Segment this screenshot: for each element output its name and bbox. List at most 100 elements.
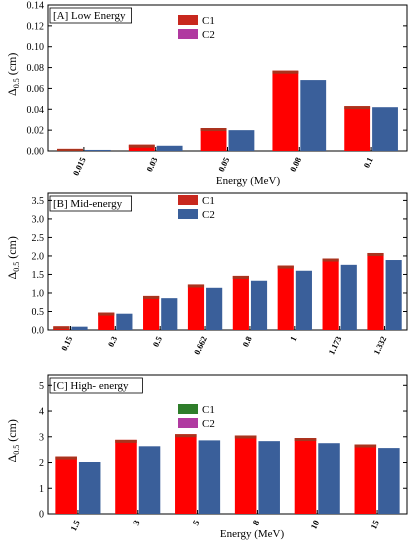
bar-cap-c1 bbox=[232, 275, 249, 279]
y-axis-label-symbol: Δ bbox=[5, 272, 19, 280]
bar-c2 bbox=[258, 441, 280, 514]
bar-c1 bbox=[115, 439, 137, 514]
y-tick-label: 0.06 bbox=[27, 84, 45, 95]
x-tick-label: 0.03 bbox=[144, 156, 159, 174]
plot-frame bbox=[47, 192, 408, 331]
bar-c2 bbox=[340, 264, 357, 330]
legend-swatch-c2 bbox=[178, 209, 198, 219]
y-axis-label-symbol: Δ bbox=[5, 88, 19, 96]
x-tick-label: 0.662 bbox=[192, 335, 209, 357]
bar-cap-c1 bbox=[187, 284, 205, 288]
x-tick-label: 0.1 bbox=[361, 156, 375, 170]
bar-c1 bbox=[143, 295, 160, 330]
x-axis-label: Energy (MeV) bbox=[216, 175, 281, 187]
bar-cap-c1 bbox=[200, 128, 227, 132]
x-tick-label: 15 bbox=[368, 519, 381, 531]
legend-label-c2: C2 bbox=[202, 418, 215, 430]
bar-cap-c1 bbox=[367, 252, 384, 256]
y-tick-label: 0.00 bbox=[27, 147, 45, 158]
bar-c1 bbox=[55, 456, 77, 514]
y-tick-label: 4 bbox=[39, 407, 44, 418]
panel-label: [C] High- energy bbox=[53, 380, 129, 392]
x-tick-label: 0.5 bbox=[150, 335, 164, 349]
bar-c2 bbox=[161, 298, 178, 330]
panel-label-box bbox=[49, 195, 132, 212]
bar-c2 bbox=[372, 107, 398, 151]
bar-c1 bbox=[232, 275, 249, 330]
bar-cap-c1 bbox=[175, 434, 197, 438]
bar-cap-c1 bbox=[354, 444, 377, 448]
bar-c2 bbox=[228, 130, 255, 151]
bar-c2 bbox=[138, 446, 161, 514]
x-tick-label: 8 bbox=[250, 519, 261, 527]
y-axis-label: Δ0.5 (cm) bbox=[5, 53, 21, 96]
x-tick-label: 0.08 bbox=[288, 156, 303, 174]
y-tick-label: 3.0 bbox=[32, 214, 45, 225]
x-tick-label: 0.015 bbox=[71, 156, 88, 178]
panel-label-box bbox=[49, 377, 143, 394]
x-tick-label: 0.15 bbox=[59, 335, 74, 353]
y-tick-label: 5 bbox=[39, 381, 44, 392]
x-tick-label: 3 bbox=[131, 519, 142, 527]
bar-cap-c1 bbox=[55, 456, 77, 460]
bar-c1 bbox=[344, 106, 371, 151]
bar-c1 bbox=[277, 265, 294, 330]
bar-c2 bbox=[206, 287, 223, 330]
chart-panel-2: 0.0 0.5 1.0 1.5 2.0 2.5 3.0 3.5 0.15 0.3 0.5 0.662 0… bbox=[5, 192, 408, 375]
legend-swatch-c1 bbox=[178, 195, 198, 205]
bar-cap-c1 bbox=[344, 106, 371, 110]
bar-c2 bbox=[378, 448, 400, 514]
x-tick-label: 0.05 bbox=[216, 156, 231, 174]
y-axis-label-subscript: 0.5 bbox=[12, 445, 21, 455]
y-tick-label: 0.10 bbox=[27, 42, 45, 53]
bar-cap-c1 bbox=[53, 326, 70, 330]
legend-swatch-c1 bbox=[178, 404, 198, 414]
x-tick-label: 1.332 bbox=[371, 335, 388, 357]
bar-c2 bbox=[116, 313, 133, 330]
x-tick-label: 0.3 bbox=[106, 335, 120, 349]
bar-cap-c1 bbox=[234, 435, 257, 439]
bar-c1 bbox=[175, 434, 197, 514]
bar-c1 bbox=[367, 252, 384, 330]
bar-c1 bbox=[294, 438, 317, 514]
x-tick-label: 0.8 bbox=[240, 335, 254, 349]
panel-label: [A] Low Energy bbox=[53, 10, 126, 22]
y-tick-label: 0.04 bbox=[27, 105, 45, 116]
bar-c2 bbox=[250, 280, 268, 330]
bar-cap-c1 bbox=[294, 438, 317, 442]
bar-cap-c1 bbox=[128, 144, 155, 148]
x-tick-label: 1.173 bbox=[326, 335, 343, 357]
legend-swatch-c2 bbox=[178, 29, 198, 39]
legend-swatch-c1 bbox=[178, 15, 198, 25]
y-tick-label: 1.5 bbox=[32, 270, 45, 281]
y-axis-label-subscript: 0.5 bbox=[12, 262, 21, 272]
panel-label-box bbox=[49, 7, 132, 24]
bar-cap-c1 bbox=[57, 148, 83, 151]
bar-c1 bbox=[354, 444, 377, 514]
x-axis-label: Energy (MeV) bbox=[216, 363, 281, 375]
bar-c1 bbox=[98, 312, 115, 330]
bar-c2 bbox=[295, 270, 312, 330]
y-tick-label: 1.0 bbox=[32, 288, 45, 299]
y-axis-label-unit: (cm) bbox=[5, 419, 19, 445]
x-axis-label: Energy (MeV) bbox=[220, 528, 285, 540]
x-tick-label: 10 bbox=[308, 519, 321, 531]
y-tick-label: 0.5 bbox=[32, 307, 45, 318]
bar-c1 bbox=[272, 70, 299, 151]
y-tick-label: 1 bbox=[39, 484, 44, 495]
legend-label-c2: C2 bbox=[202, 209, 215, 221]
bar-c2 bbox=[300, 80, 327, 151]
bar-cap-c1 bbox=[322, 258, 339, 262]
bar-cap-c1 bbox=[277, 265, 294, 269]
x-tick-label: 1.5 bbox=[68, 519, 82, 533]
bar-c2 bbox=[84, 149, 111, 151]
bar-cap-c1 bbox=[115, 439, 137, 443]
chart-panel-1: 0.00 0.02 0.04 0.06 0.08 0.10 0.12 0.14 0.015 0.0… bbox=[5, 1, 408, 187]
y-tick-label: 0.02 bbox=[27, 126, 45, 137]
bar-c1 bbox=[234, 435, 257, 514]
panel-label: [B] Mid-energy bbox=[53, 198, 123, 210]
y-axis-label-subscript: 0.5 bbox=[12, 78, 21, 88]
y-axis-label-symbol: Δ bbox=[5, 455, 19, 463]
bar-c1 bbox=[322, 258, 339, 330]
